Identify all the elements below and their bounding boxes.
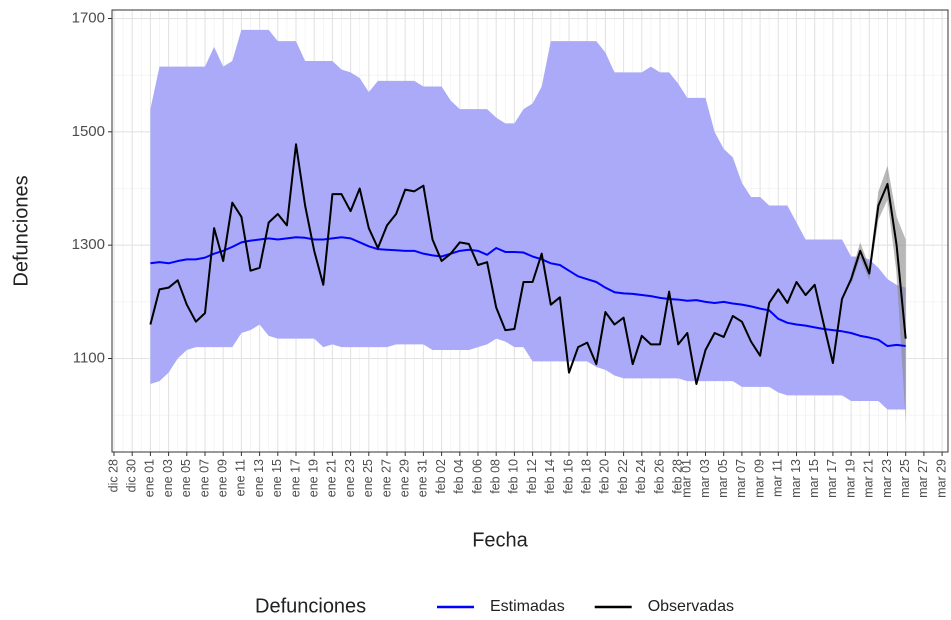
x-tick-label: mar 01 <box>680 459 694 498</box>
x-tick-label: mar 29 <box>934 459 948 498</box>
x-tick-label: feb 28 <box>670 459 684 494</box>
x-tick-label: mar 27 <box>916 459 930 498</box>
x-tick-label: mar 09 <box>752 459 766 498</box>
x-tick-label: mar 19 <box>843 459 857 498</box>
x-tick-label: ene 29 <box>397 459 411 497</box>
x-tick-label: ene 19 <box>306 459 320 497</box>
y-tick-label: 1300 <box>72 236 105 253</box>
x-tick-label: mar 07 <box>734 459 748 498</box>
x-tick-label: feb 06 <box>470 459 484 494</box>
x-tick-label: dic 30 <box>124 459 138 492</box>
x-tick-label: ene 27 <box>379 459 393 497</box>
x-tick-label: feb 10 <box>507 459 521 494</box>
x-tick-label: feb 26 <box>652 459 666 494</box>
x-tick-label: mar 17 <box>825 459 839 498</box>
x-tick-label: ene 09 <box>215 459 229 497</box>
x-tick-label: feb 18 <box>579 459 593 494</box>
band <box>851 165 906 421</box>
x-tick-label: mar 03 <box>698 459 712 498</box>
x-tick-label: ene 11 <box>234 459 248 496</box>
x-tick-label: ene 15 <box>270 459 284 497</box>
x-tick-label: mar 15 <box>807 459 821 498</box>
x-tick-label: ene 05 <box>179 459 193 497</box>
y-axis-label: Defunciones <box>10 175 32 286</box>
x-tick-label: feb 02 <box>434 459 448 494</box>
x-tick-label: feb 16 <box>561 459 575 494</box>
x-tick-label: ene 21 <box>325 459 339 497</box>
x-tick-label: feb 08 <box>488 459 502 494</box>
x-tick-label: feb 20 <box>598 459 612 494</box>
x-tick-label: mar 21 <box>862 459 876 498</box>
legend-label: Estimadas <box>490 598 565 615</box>
x-tick-label: mar 23 <box>880 459 894 498</box>
x-tick-label: ene 17 <box>288 459 302 497</box>
x-tick-label: feb 04 <box>452 459 466 494</box>
x-tick-label: mar 13 <box>789 459 803 498</box>
y-tick-label: 1700 <box>72 9 105 26</box>
x-tick-label: feb 14 <box>543 459 557 494</box>
x-tick-label: feb 24 <box>634 459 648 494</box>
x-tick-label: ene 23 <box>343 459 357 497</box>
x-tick-label: ene 13 <box>252 459 266 497</box>
line <box>150 236 906 348</box>
x-tick-label: ene 31 <box>416 459 430 497</box>
band <box>150 29 906 410</box>
legend-title: Defunciones <box>255 595 366 617</box>
x-tick-label: feb 22 <box>616 459 630 494</box>
x-tick-label: mar 25 <box>898 459 912 498</box>
x-axis-label: Fecha <box>472 529 528 551</box>
x-tick-label: ene 25 <box>361 459 375 497</box>
y-tick-label: 1100 <box>73 349 105 366</box>
x-tick-label: ene 01 <box>143 459 157 497</box>
x-tick-label: mar 05 <box>716 459 730 498</box>
x-tick-label: mar 11 <box>771 459 785 497</box>
x-tick-label: dic 28 <box>106 459 120 492</box>
panel-border <box>111 9 949 453</box>
x-tick-label: ene 03 <box>161 459 175 497</box>
y-tick-label: 1500 <box>72 123 105 140</box>
x-tick-label: ene 07 <box>197 459 211 497</box>
legend-label: Observadas <box>648 598 734 615</box>
x-tick-label: feb 12 <box>525 459 539 494</box>
line <box>149 143 907 385</box>
